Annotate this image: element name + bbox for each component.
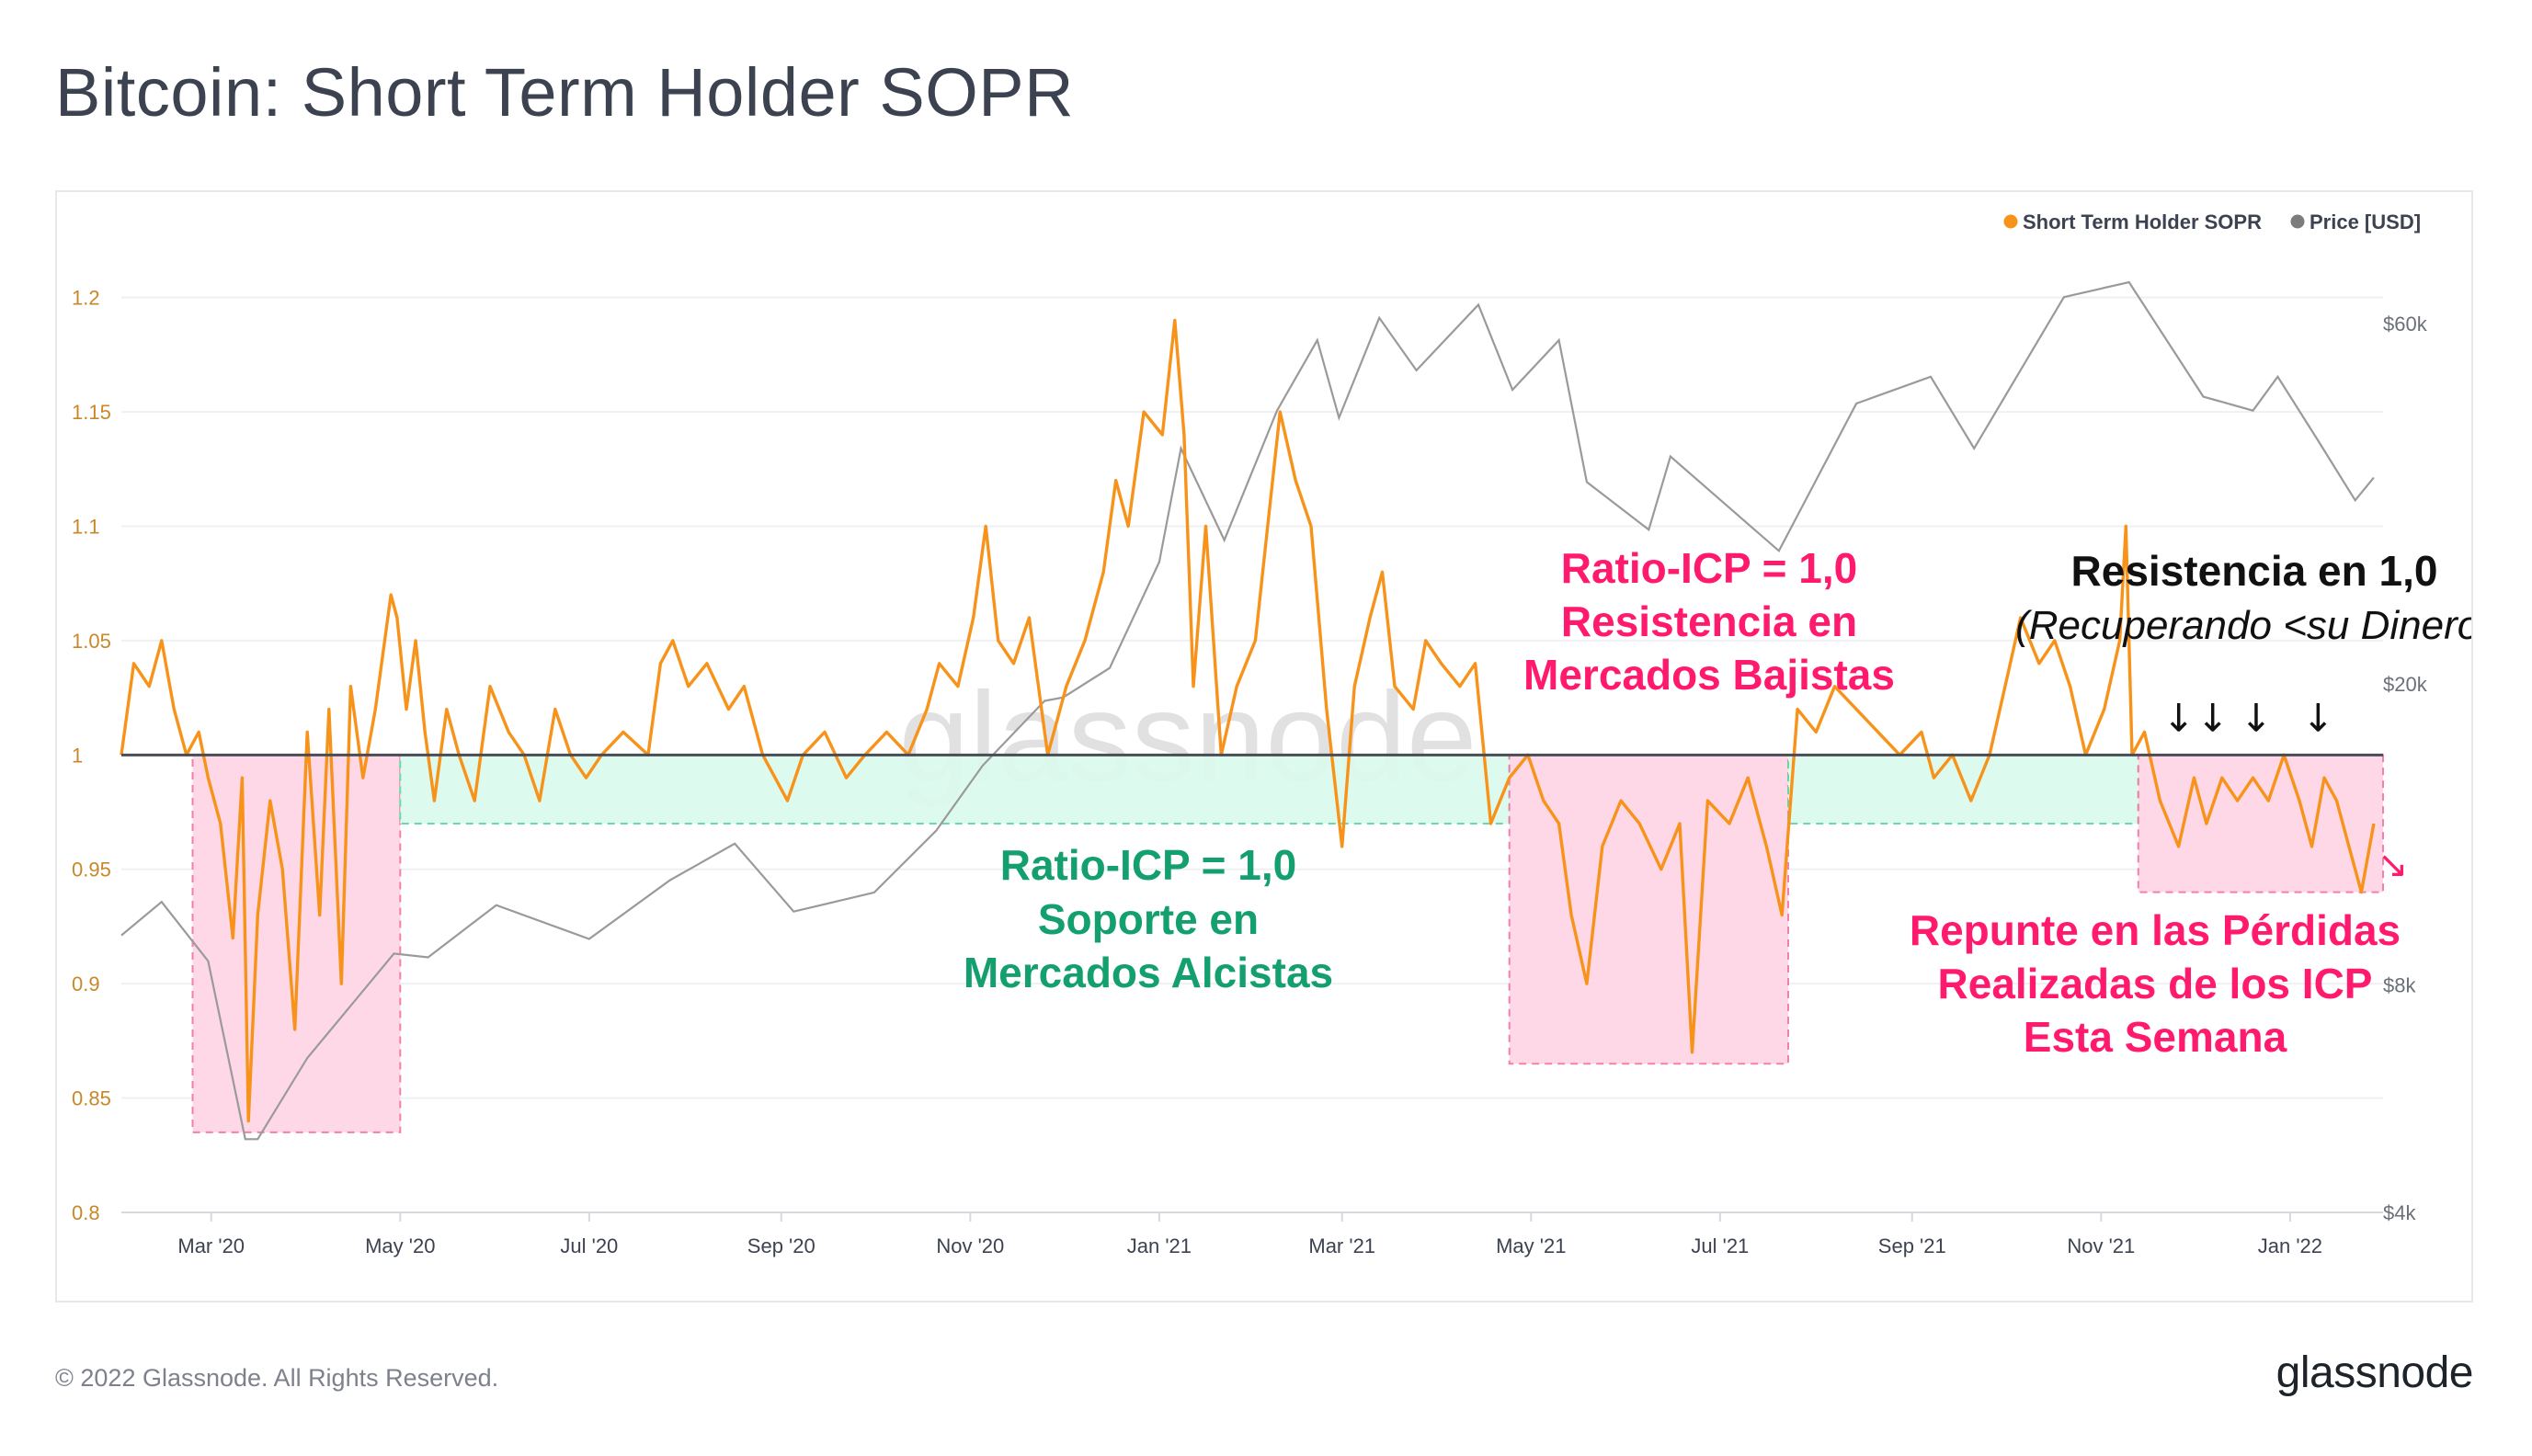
- page-title: Bitcoin: Short Term Holder SOPR: [55, 54, 1075, 131]
- left-tick-label: 0.8: [72, 1201, 100, 1224]
- annot-loss-line1: Repunte en las Pérdidas: [1910, 906, 2401, 954]
- down-arrow-icon: ↓: [2196, 695, 2229, 740]
- annot-bull-line2: Soporte en: [1038, 895, 1259, 943]
- left-tick-label: 1.1: [72, 515, 100, 538]
- annot-bull-line1: Ratio-ICP = 1,0: [1000, 841, 1297, 889]
- legend-price-label[interactable]: Price [USD]: [2310, 210, 2421, 233]
- x-tick-label: Sep '21: [1878, 1234, 1946, 1257]
- right-tick-label: $20k: [2383, 673, 2428, 696]
- annot-bear-line3: Mercados Bajistas: [1523, 651, 1895, 699]
- right-tick-label: $4k: [2383, 1201, 2416, 1224]
- down-arrow-icon: ↓: [2240, 695, 2272, 740]
- legend-sopr-dot[interactable]: [2003, 214, 2018, 229]
- right-tick-label: $60k: [2383, 313, 2428, 336]
- annot-loss-line3: Esta Semana: [2024, 1013, 2287, 1061]
- left-axis-ticks: 1.2 1.15 1.1 1.05 1 0.95 0.9 0.85 0.8: [72, 287, 111, 1224]
- right-axis-ticks: $60k $20k $8k $4k: [2383, 313, 2428, 1224]
- x-tick-label: Jan '22: [2258, 1234, 2322, 1257]
- x-tick-label: Jul '21: [1691, 1234, 1749, 1257]
- legend: Short Term Holder SOPR Price [USD]: [2003, 210, 2421, 233]
- right-tick-label: $8k: [2383, 973, 2416, 996]
- left-tick-label: 0.95: [72, 859, 111, 882]
- price-line: [120, 280, 2375, 1141]
- left-tick-label: 1.15: [72, 401, 111, 424]
- x-tick-label: Sep '20: [747, 1234, 815, 1257]
- footer-copyright: © 2022 Glassnode. All Rights Reserved.: [55, 1364, 499, 1392]
- annot-resistance-title: Resistencia en 1,0: [2071, 547, 2438, 595]
- x-tick-label: Jan '21: [1127, 1234, 1192, 1257]
- x-tick-label: May '21: [1496, 1234, 1566, 1257]
- left-tick-label: 1.2: [72, 287, 100, 310]
- down-arrow-icon: ↓: [2162, 695, 2195, 740]
- annot-bull-line3: Mercados Alcistas: [964, 949, 1333, 996]
- arrow-markers: ↓ ↓ ↓ ↓: [2162, 695, 2334, 740]
- annotations: Ratio-ICP = 1,0 Soporte en Mercados Alci…: [964, 544, 2471, 1061]
- loss-zone: [191, 754, 402, 1133]
- footer-logo[interactable]: glassnode: [2275, 1348, 2474, 1397]
- down-arrow-icon: ↓: [2302, 695, 2334, 740]
- x-tick-label: Nov '21: [2067, 1234, 2135, 1257]
- loss-zone: [2137, 754, 2384, 893]
- left-tick-label: 1: [72, 744, 83, 767]
- pink-arrow-icon: ↘: [2378, 844, 2409, 886]
- annot-bear-line1: Ratio-ICP = 1,0: [1561, 544, 1858, 592]
- chart-svg: glassnode 1.21.151.11.0510.950.90.850.8 …: [72, 210, 2471, 1257]
- x-tick-label: Nov '20: [936, 1234, 1004, 1257]
- x-tick-label: Jul '20: [560, 1234, 618, 1257]
- annot-loss-line2: Realizadas de los ICP: [1938, 960, 2373, 1007]
- legend-sopr-label[interactable]: Short Term Holder SOPR: [2023, 210, 2262, 233]
- left-tick-label: 0.9: [72, 973, 100, 995]
- sopr-line: [120, 318, 2376, 1123]
- left-tick-label: 1.05: [72, 630, 111, 653]
- chart-frame: glassnode 1.2 1.15 1.1 1.05 1 0.95 0.9 0.85 0.8 …: [55, 190, 2473, 1302]
- loss-zone: [1508, 754, 1789, 1065]
- support-zone: [399, 754, 1511, 825]
- annot-bear-line2: Resistencia en: [1561, 597, 1857, 645]
- legend-price-dot[interactable]: [2290, 214, 2305, 229]
- x-tick-label: Mar '21: [1308, 1234, 1375, 1257]
- left-tick-label: 0.85: [72, 1087, 111, 1110]
- x-tick-label: Mar '20: [177, 1234, 245, 1257]
- annot-resistance-subtitle: (Recuperando <su Dinero): [2015, 603, 2471, 648]
- x-axis-ticks: Mar '20 May '20 Jul '20 Sep '20 Nov '20 Jan '…: [177, 1212, 2322, 1257]
- x-tick-label: May '20: [365, 1234, 435, 1257]
- support-zone: [1786, 754, 2139, 825]
- zones-layer: [191, 754, 2384, 1133]
